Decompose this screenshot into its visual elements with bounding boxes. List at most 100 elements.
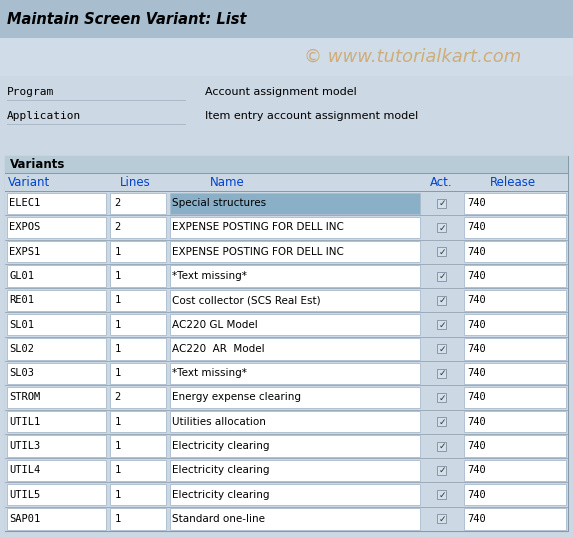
Bar	[109, 460, 166, 481]
Bar	[5, 458, 568, 482]
Text: 740: 740	[468, 393, 486, 402]
Text: ✓: ✓	[438, 466, 446, 475]
Text: UTIL3: UTIL3	[10, 441, 41, 451]
Text: Electricity clearing: Electricity clearing	[172, 465, 270, 475]
Bar	[437, 320, 446, 329]
Text: Maintain Screen Variant: List: Maintain Screen Variant: List	[7, 12, 246, 27]
Bar	[109, 484, 166, 505]
Bar	[0, 138, 573, 156]
Bar	[170, 460, 419, 481]
Text: 740: 740	[468, 344, 486, 354]
Bar	[464, 265, 566, 287]
Bar	[5, 173, 568, 191]
Bar	[437, 199, 446, 208]
Bar	[5, 156, 568, 531]
Text: 1: 1	[115, 490, 121, 499]
Bar	[109, 192, 166, 214]
Bar	[5, 288, 568, 313]
Bar	[437, 441, 446, 451]
Text: ✓: ✓	[438, 369, 446, 378]
Bar	[437, 393, 446, 402]
Text: 2: 2	[115, 222, 121, 233]
Bar	[6, 241, 105, 263]
Bar	[6, 289, 105, 311]
Bar	[6, 411, 105, 432]
Text: 1: 1	[115, 441, 121, 451]
Text: 740: 740	[468, 417, 486, 427]
Bar	[6, 362, 105, 384]
Bar	[170, 241, 419, 263]
Bar	[6, 265, 105, 287]
Bar	[6, 192, 105, 214]
Bar	[6, 217, 105, 238]
Bar	[464, 314, 566, 335]
Bar	[464, 289, 566, 311]
Text: 740: 740	[468, 490, 486, 499]
Bar	[464, 387, 566, 408]
Text: 1: 1	[115, 514, 121, 524]
Bar	[6, 314, 105, 335]
Text: *Text missing*: *Text missing*	[172, 271, 248, 281]
Text: ✓: ✓	[438, 223, 446, 233]
Text: 740: 740	[468, 320, 486, 330]
Bar	[437, 514, 446, 524]
Text: ✓: ✓	[438, 418, 446, 427]
Bar	[109, 508, 166, 529]
Text: ✓: ✓	[438, 491, 446, 499]
Text: ✓: ✓	[438, 248, 446, 257]
Bar	[170, 484, 419, 505]
Bar	[464, 484, 566, 505]
Bar	[437, 296, 446, 305]
Bar	[109, 217, 166, 238]
Text: Utilities allocation: Utilities allocation	[172, 417, 266, 427]
Bar	[0, 76, 573, 138]
Bar	[170, 314, 419, 335]
Text: EXPOS: EXPOS	[10, 222, 41, 233]
Bar	[437, 417, 446, 426]
Text: AC220  AR  Model: AC220 AR Model	[172, 344, 265, 354]
Bar	[464, 217, 566, 238]
Text: Electricity clearing: Electricity clearing	[172, 490, 270, 499]
Bar	[437, 368, 446, 378]
Text: ✓: ✓	[438, 442, 446, 451]
Bar	[170, 217, 419, 238]
Bar	[437, 466, 446, 475]
Bar	[464, 192, 566, 214]
Text: STROM: STROM	[10, 393, 41, 402]
Bar	[0, 0, 573, 38]
Text: 740: 740	[468, 441, 486, 451]
Text: 740: 740	[468, 514, 486, 524]
Bar	[109, 289, 166, 311]
Bar	[6, 436, 105, 456]
Bar	[109, 314, 166, 335]
Bar	[170, 338, 419, 359]
Text: 740: 740	[468, 246, 486, 257]
Bar	[170, 387, 419, 408]
Bar	[5, 410, 568, 434]
Bar	[170, 411, 419, 432]
Text: 740: 740	[468, 465, 486, 475]
Bar	[109, 362, 166, 384]
Bar	[109, 241, 166, 263]
Bar	[5, 313, 568, 337]
Bar	[437, 247, 446, 256]
Text: ✓: ✓	[438, 394, 446, 402]
Bar	[109, 436, 166, 456]
Bar	[6, 508, 105, 529]
Bar	[464, 338, 566, 359]
Text: © www.tutorialkart.com: © www.tutorialkart.com	[304, 48, 521, 66]
Text: 740: 740	[468, 295, 486, 306]
Text: SL02: SL02	[10, 344, 34, 354]
Text: Electricity clearing: Electricity clearing	[172, 441, 270, 451]
Bar	[5, 264, 568, 288]
Bar	[464, 411, 566, 432]
Bar	[5, 385, 568, 410]
Bar	[5, 240, 568, 264]
Bar	[5, 191, 568, 215]
Bar	[5, 215, 568, 240]
Text: 1: 1	[115, 465, 121, 475]
Text: SL01: SL01	[10, 320, 34, 330]
Text: Cost collector (SCS Real Est): Cost collector (SCS Real Est)	[172, 295, 321, 306]
Text: UTIL5: UTIL5	[10, 490, 41, 499]
Bar	[109, 411, 166, 432]
